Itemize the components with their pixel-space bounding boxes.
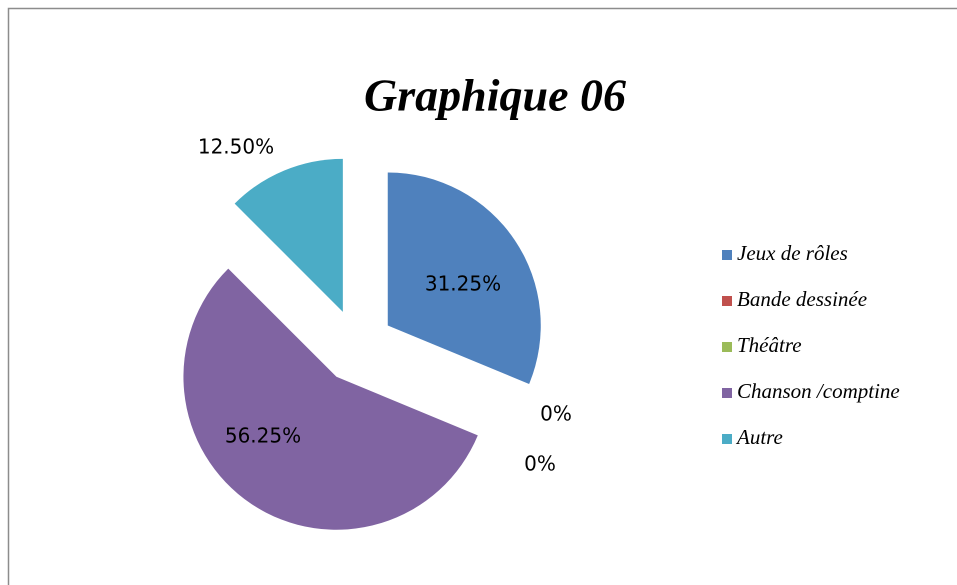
chart-title: Graphique 06 bbox=[364, 70, 626, 121]
legend-label: Jeux de rôles bbox=[737, 241, 848, 265]
pie-slice bbox=[387, 172, 541, 384]
pie-slice bbox=[183, 268, 478, 530]
legend-label: Autre bbox=[735, 425, 783, 449]
legend-swatch bbox=[722, 296, 732, 306]
pie-slice bbox=[234, 158, 343, 312]
data-label: 12.50% bbox=[198, 135, 274, 159]
data-label: 31.25% bbox=[425, 272, 501, 296]
legend-swatch bbox=[722, 388, 732, 398]
legend-label: Chanson /comptine bbox=[737, 379, 900, 403]
legend-swatch bbox=[722, 434, 732, 444]
legend-label: Théâtre bbox=[737, 333, 802, 357]
data-label: 0% bbox=[540, 402, 572, 426]
data-label: 0% bbox=[524, 452, 556, 476]
legend-swatch bbox=[722, 342, 732, 352]
legend-swatch bbox=[722, 250, 732, 260]
data-label: 56.25% bbox=[225, 424, 301, 448]
legend-label: Bande dessinée bbox=[737, 287, 867, 311]
